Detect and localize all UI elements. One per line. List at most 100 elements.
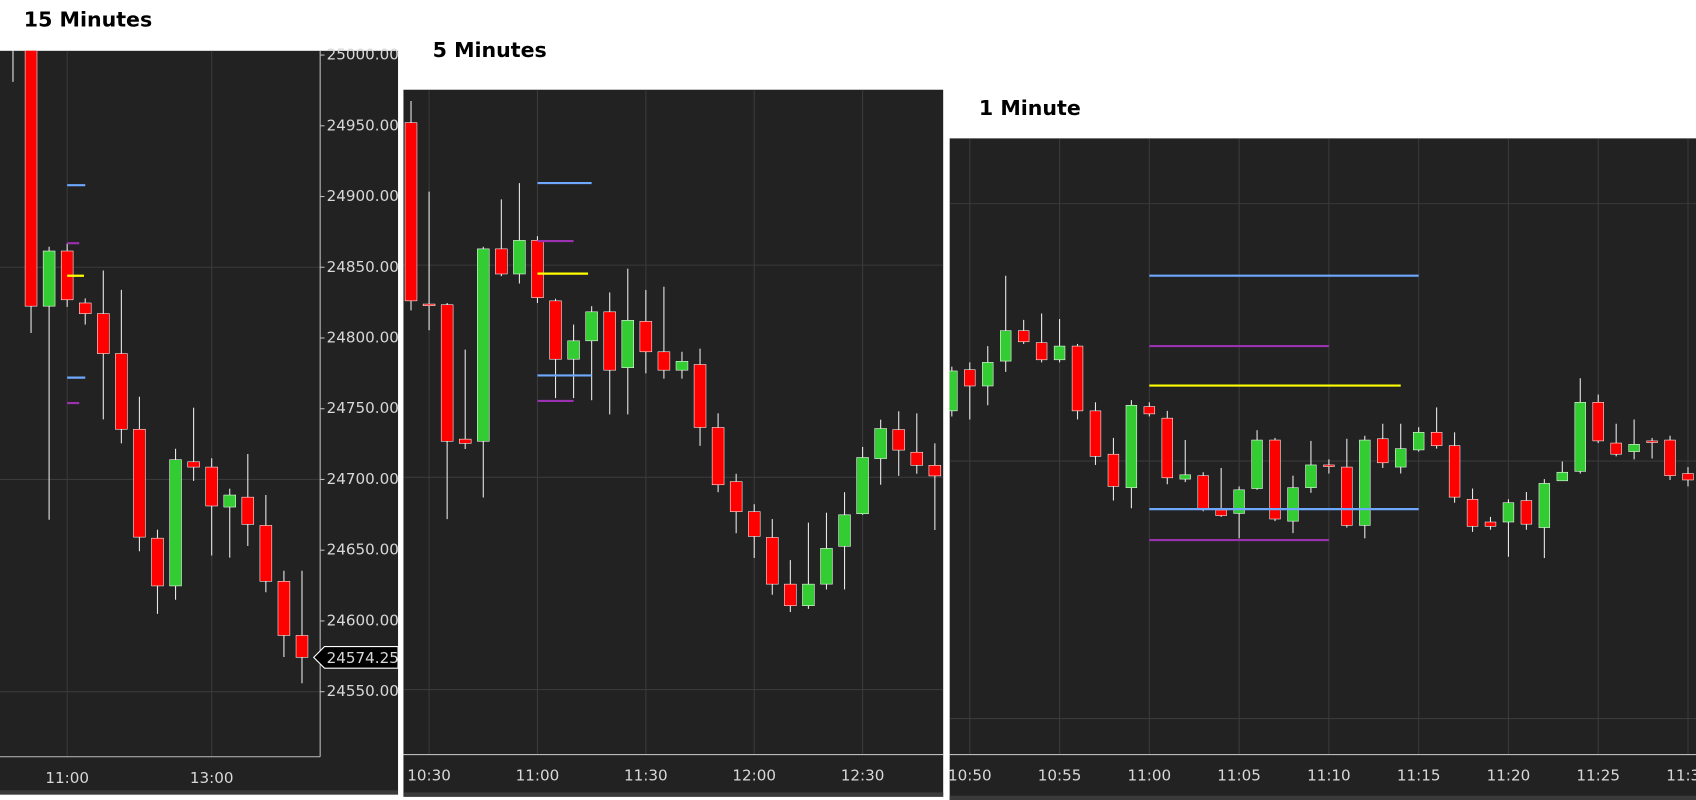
candle-body — [295, 635, 309, 658]
candle-body — [1664, 439, 1676, 476]
panel-background — [949, 138, 1696, 800]
candle-body — [1251, 439, 1263, 489]
candle-body — [729, 481, 743, 512]
candle-body — [1646, 440, 1658, 443]
scrollbar — [403, 792, 944, 797]
candle-body — [1412, 432, 1425, 451]
scrollbar — [0, 790, 399, 795]
candle-body — [1484, 521, 1497, 527]
candle-body — [1538, 483, 1551, 528]
candle-body — [531, 240, 544, 298]
x-tick-label: 11:00 — [45, 769, 89, 787]
x-tick-label: 13:00 — [190, 769, 234, 787]
candle-body — [24, 50, 38, 307]
x-tick-label: 11:00 — [516, 767, 560, 785]
candle-body — [567, 340, 580, 360]
y-tick-label: 24650.00 — [327, 541, 399, 559]
x-tick-label: 11:15 — [1397, 767, 1441, 785]
candle-body — [711, 427, 725, 486]
x-tick-label: 10:50 — [948, 767, 992, 785]
candle-body — [1323, 464, 1335, 467]
candle-body — [1466, 498, 1479, 527]
candle-body — [1305, 464, 1317, 488]
candle-body — [241, 496, 255, 525]
y-tick-label: 24600.00 — [327, 611, 399, 629]
candle-body — [1448, 445, 1461, 498]
candle-body — [1682, 473, 1694, 481]
chart-title: 15 Minutes — [24, 8, 152, 32]
candle-body — [513, 240, 526, 275]
candle-body — [151, 537, 164, 587]
candle-body — [838, 514, 851, 547]
candle-body — [1592, 402, 1604, 442]
candle-body — [1233, 489, 1245, 514]
candle-body — [874, 428, 887, 459]
candle-body — [675, 361, 689, 371]
candle-body — [1161, 417, 1173, 479]
candle-body — [1556, 471, 1568, 482]
y-tick-label: 24850.00 — [327, 258, 399, 276]
candle-body — [169, 459, 182, 587]
y-tick-label: 24800.00 — [327, 329, 399, 347]
candle-body — [1053, 345, 1066, 361]
candle-body — [1107, 453, 1120, 487]
candle-body — [693, 364, 707, 428]
x-tick-label: 11:25 — [1576, 767, 1620, 785]
candle-body — [982, 362, 994, 387]
y-tick-label: 24750.00 — [327, 399, 399, 417]
candle-body — [1287, 487, 1299, 522]
scrollbar — [949, 795, 1696, 800]
chart-title: 5 Minutes — [433, 38, 547, 62]
y-tick-label: 24900.00 — [327, 187, 399, 205]
candle-body — [784, 583, 797, 606]
candle-body — [964, 369, 976, 387]
candle-body — [639, 321, 653, 353]
candle-body — [1502, 502, 1515, 523]
candle-body — [1269, 439, 1281, 520]
y-tick-label: 25000.00 — [327, 46, 399, 64]
y-tick-label: 24550.00 — [327, 682, 399, 700]
x-tick-label: 12:00 — [732, 767, 776, 785]
candle-body — [657, 351, 671, 371]
last-price-label: 24574.25 — [327, 649, 399, 667]
candle-body — [42, 250, 56, 307]
candle-body — [1143, 406, 1156, 415]
candle-body — [910, 451, 924, 466]
candle-body — [820, 548, 833, 585]
candle-body — [949, 370, 958, 412]
x-tick-label: 12:30 — [841, 767, 885, 785]
candle-body — [1574, 402, 1586, 472]
candle-body — [1017, 330, 1030, 343]
candle-body — [1377, 438, 1389, 464]
candle-body — [79, 302, 92, 314]
chart-panel: 15 Minutes 11:00 13:00 24550.00 24600.00 2465… — [0, 0, 399, 795]
candle-body — [802, 583, 815, 606]
candle-body — [621, 320, 634, 368]
candle-body — [1520, 500, 1533, 525]
candle-body — [1125, 405, 1138, 488]
candle-body — [133, 428, 146, 538]
candle-body — [115, 353, 128, 430]
chart-title: 1 Minute — [979, 96, 1081, 120]
x-tick-label: 11:20 — [1487, 767, 1531, 785]
candle-body — [7, 0, 19, 27]
x-tick-label: 11:30 — [1666, 767, 1696, 785]
candle-body — [766, 537, 779, 585]
candle-body — [1179, 474, 1191, 480]
candle-body — [1071, 345, 1084, 412]
panel-background — [0, 50, 399, 795]
candle-body — [585, 311, 598, 342]
candle-body — [1610, 442, 1622, 455]
candle-body — [1215, 509, 1227, 516]
candle-body — [440, 304, 454, 442]
candle-body — [1197, 475, 1209, 509]
candle-body — [603, 311, 616, 371]
candle-body — [856, 457, 869, 515]
panel-background — [403, 89, 944, 797]
candle-body — [549, 300, 562, 360]
chart-panel: 1 Minute 10:50 10:55 11:00 11:05 11:10 11:15 11… — [948, 96, 1696, 800]
x-tick-label: 10:55 — [1038, 767, 1082, 785]
y-tick-label: 24950.00 — [327, 116, 399, 134]
candle-body — [928, 465, 942, 477]
